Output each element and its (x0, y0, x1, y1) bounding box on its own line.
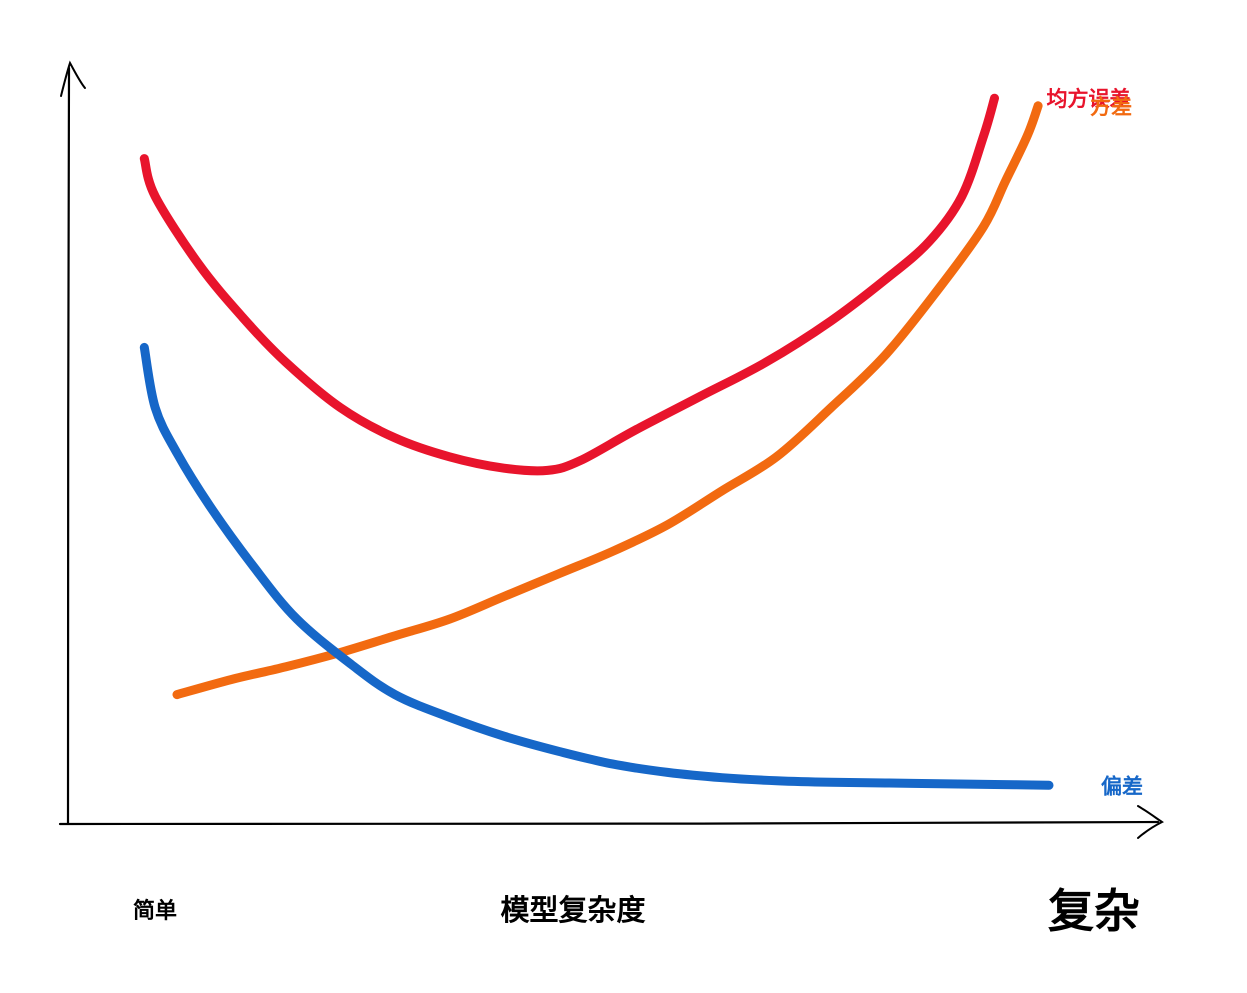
series-layer (139, 93, 1054, 790)
x-axis-line (58, 820, 1160, 826)
series-label-1: 方差 (1090, 95, 1132, 119)
series-line-2 (139, 342, 1054, 790)
series-line-0 (139, 93, 999, 476)
x-tick-label-right: 复杂 (1048, 884, 1140, 938)
axes (58, 60, 1164, 839)
series-label-0: 均方误差 (1047, 87, 1131, 111)
x-tick-label-left: 简单 (133, 898, 177, 924)
x-axis-label: 模型复杂度 (500, 893, 645, 927)
series-label-2: 偏差 (1101, 774, 1143, 798)
x-axis-arrow-icon (1137, 805, 1164, 839)
series-line-1 (172, 101, 1043, 700)
y-axis-arrow-icon (60, 60, 86, 97)
y-axis-line (66, 66, 71, 825)
